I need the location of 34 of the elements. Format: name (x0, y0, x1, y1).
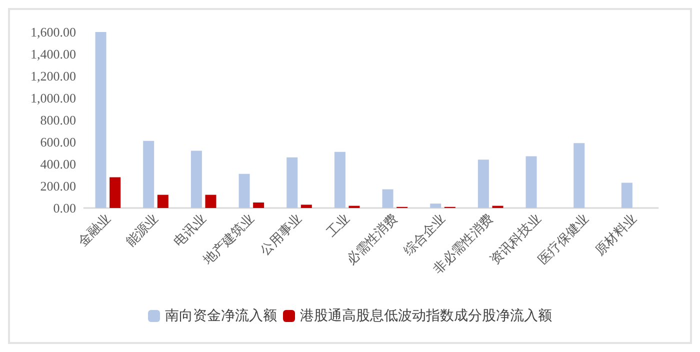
bar (334, 152, 346, 208)
y-tick-label: 1,000.00 (30, 90, 76, 106)
bar (157, 194, 168, 208)
bar (574, 143, 585, 208)
bar (478, 160, 489, 208)
bar (526, 156, 537, 208)
y-tick-label: 200.00 (40, 178, 76, 194)
y-tick-label: 0.00 (53, 200, 76, 216)
y-tick-label: 600.00 (40, 134, 76, 150)
y-tick-label: 1,200.00 (30, 68, 76, 84)
bar (253, 202, 264, 208)
legend-label: 南向资金净流入额 (165, 308, 277, 324)
bar (143, 140, 154, 208)
x-tick-label: 公用事业 (257, 210, 305, 258)
bar (238, 174, 250, 208)
x-tick-label: 能源业 (122, 210, 162, 249)
bar (286, 157, 298, 208)
x-tick-label: 金融业 (75, 210, 114, 249)
bar (382, 189, 394, 208)
bar (110, 177, 121, 208)
x-tick-label: 原材料业 (592, 210, 640, 258)
bar (621, 182, 632, 208)
bar (190, 150, 202, 208)
y-tick-label: 400.00 (40, 156, 76, 172)
bar (95, 32, 106, 208)
y-tick-label: 1,600.00 (30, 24, 76, 40)
x-tick-label: 工业 (323, 210, 352, 240)
bar (205, 194, 216, 208)
y-tick-label: 800.00 (40, 112, 76, 128)
bar (430, 204, 442, 208)
y-tick-label: 1,400.00 (30, 46, 76, 62)
x-tick-label: 电讯业 (170, 210, 209, 249)
bar (300, 204, 312, 208)
legend-label: 港股通高股息低波动指数成分股净流入额 (300, 308, 552, 324)
